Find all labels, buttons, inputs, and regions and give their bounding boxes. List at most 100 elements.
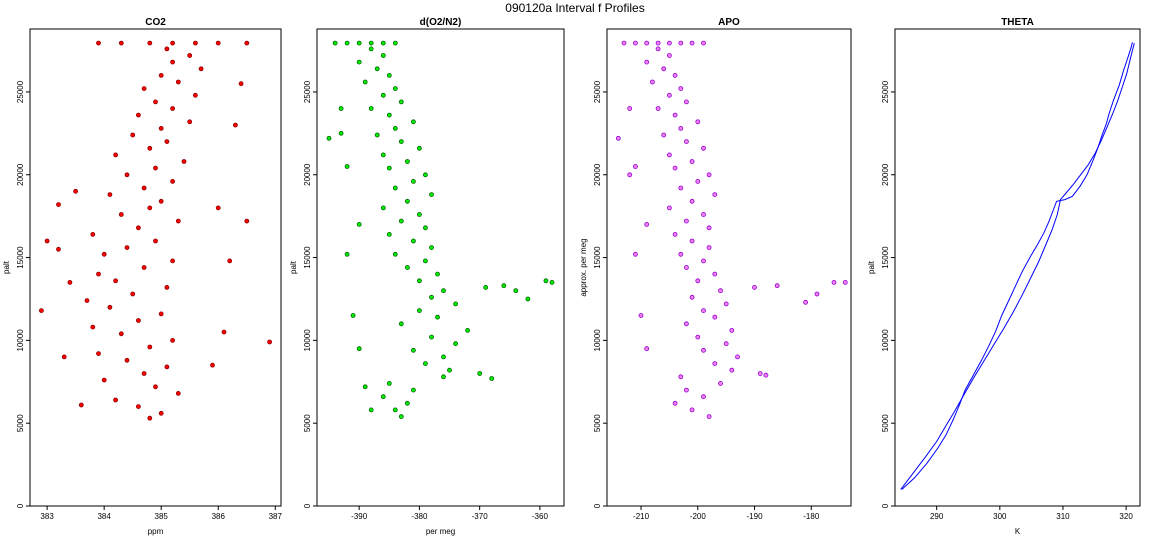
panel-2: d(O2/N2) -390 -380 -370 -360 0 5000 10000 15000 2… [289, 17, 565, 536]
data-point [118, 331, 124, 337]
data-point [356, 59, 362, 65]
data-point [238, 81, 244, 87]
data-point [831, 279, 837, 285]
data-point [56, 202, 61, 208]
data-point [689, 198, 695, 204]
data-point [175, 390, 181, 396]
data-point [615, 135, 621, 141]
y-tick-label: 20000 [881, 163, 890, 186]
y-tick-label: 5000 [593, 414, 602, 432]
data-point [712, 192, 718, 198]
data-point [398, 139, 404, 145]
data-point [362, 384, 368, 390]
figure-title: 090120a Interval f Profiles [505, 1, 644, 15]
data-point [422, 258, 428, 264]
data-point [380, 394, 386, 400]
data-point [73, 188, 78, 194]
data-point [153, 99, 158, 105]
x-tick-label: 386 [212, 512, 226, 521]
panel-4: THETA 290 300 310 320 0 5000 10000 15000 20000 250… [867, 17, 1141, 536]
data-point [701, 212, 706, 217]
data-point [678, 86, 684, 91]
data-point [814, 291, 820, 297]
data-point [689, 40, 695, 46]
data-point [175, 218, 181, 224]
data-point [633, 251, 638, 257]
y-tick-label: 25000 [881, 80, 890, 103]
data-point [441, 288, 446, 294]
data-point [153, 384, 158, 390]
data-point [729, 367, 735, 373]
data-point [429, 245, 434, 251]
panels-group: CO2 383 384 385 386 387 0 5000 10000 15000 20000 25… [2, 17, 1141, 536]
data-point [689, 294, 695, 300]
data-point [164, 139, 170, 145]
data-point [655, 40, 661, 46]
data-point [164, 284, 170, 290]
x-axis-label: ppm [148, 527, 164, 536]
data-point [78, 402, 84, 408]
data-point [678, 251, 684, 257]
data-point [513, 288, 519, 294]
data-point [118, 212, 124, 217]
y-tick-label: 10000 [16, 329, 25, 352]
y-tick-label: 15000 [881, 246, 890, 269]
data-point [701, 145, 706, 151]
data-point [187, 53, 193, 58]
y-tick-label: 15000 [303, 246, 312, 269]
y-tick-label: 5000 [303, 414, 312, 432]
data-point [684, 139, 689, 145]
data-point [374, 66, 380, 72]
data-point [774, 283, 780, 289]
data-point [723, 301, 729, 307]
x-tick-label: -370 [472, 512, 489, 521]
y-tick-label: 20000 [303, 163, 312, 186]
panel-3: APO -210 -200 -190 -180 0 5000 10000 15000 20000 2… [579, 17, 852, 521]
plot-frame [29, 28, 282, 507]
x-tick-label: 310 [1056, 512, 1070, 521]
data-point [718, 380, 723, 386]
data-point [477, 371, 483, 376]
data-point [386, 165, 392, 171]
data-point [344, 40, 350, 46]
data-point [170, 258, 176, 264]
data-point [701, 258, 706, 264]
data-point [633, 164, 638, 169]
data-point [374, 132, 380, 138]
data-point [344, 251, 350, 257]
data-point [135, 112, 141, 118]
data-point [147, 40, 153, 46]
data-point [435, 271, 440, 277]
x-tick-label: -210 [633, 512, 650, 521]
panel-title: CO2 [145, 17, 166, 28]
data-point [410, 178, 416, 184]
x-tick-label: 383 [40, 512, 54, 521]
y-tick-label: 10000 [593, 329, 602, 352]
data-point [549, 279, 555, 285]
data-point [113, 278, 118, 284]
data-point [638, 313, 644, 318]
x-axis-label: K [1015, 527, 1021, 536]
data-point [130, 291, 136, 297]
data-point [661, 132, 667, 138]
data-point [170, 59, 176, 65]
data-point [404, 265, 410, 270]
x-tick-label: 385 [155, 512, 169, 521]
data-point [368, 407, 374, 413]
data-point [757, 371, 763, 376]
data-point [386, 231, 392, 237]
data-point [232, 122, 238, 128]
data-point [655, 46, 661, 52]
data-point [661, 66, 667, 72]
x-tick-label: 384 [97, 512, 111, 521]
series-line [900, 42, 1135, 490]
data-point [453, 301, 459, 307]
data-point [684, 265, 689, 270]
data-point [356, 346, 362, 352]
data-point [210, 362, 215, 368]
data-point [752, 284, 757, 290]
data-point [368, 40, 374, 46]
x-tick-label: 290 [930, 512, 944, 521]
data-point [416, 308, 422, 314]
data-point [380, 53, 386, 58]
